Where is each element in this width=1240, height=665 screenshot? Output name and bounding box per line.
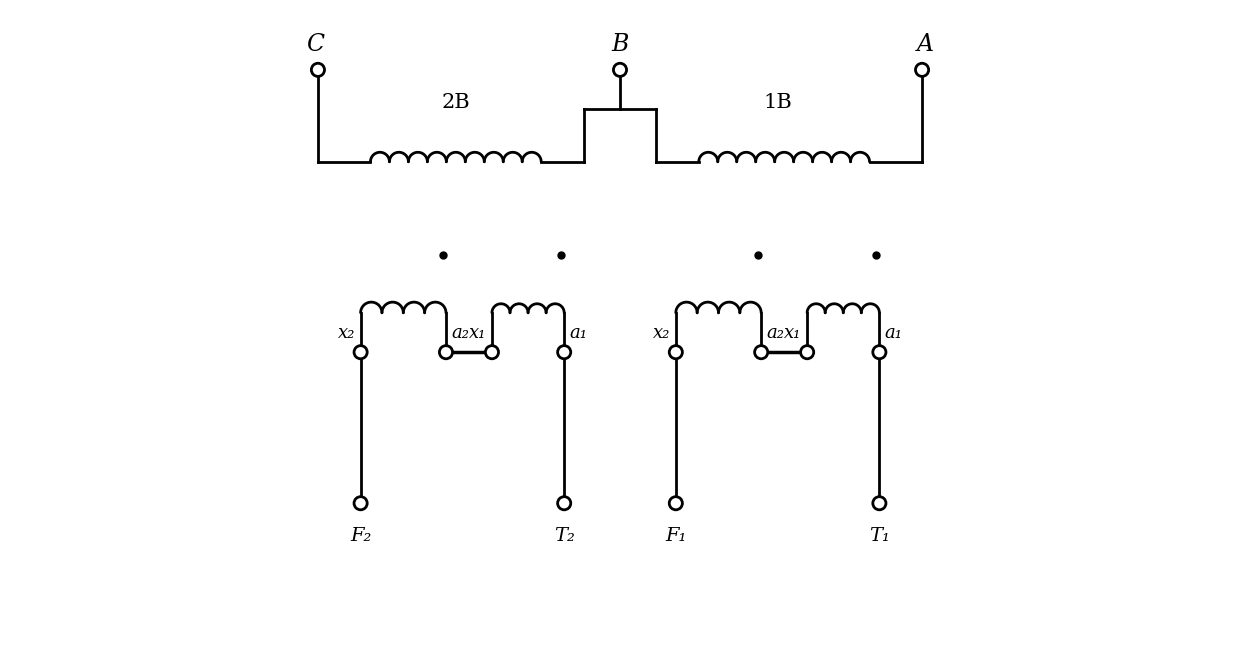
Circle shape — [558, 346, 570, 358]
Text: T₂: T₂ — [554, 527, 574, 545]
Text: T₁: T₁ — [869, 527, 890, 545]
Text: a₁: a₁ — [569, 323, 588, 342]
Text: x₂: x₂ — [337, 323, 355, 342]
Text: 1B: 1B — [764, 93, 792, 112]
Circle shape — [801, 346, 813, 358]
Text: a₂: a₂ — [451, 323, 470, 342]
Circle shape — [915, 63, 929, 76]
Circle shape — [755, 346, 768, 358]
Circle shape — [355, 497, 367, 510]
Text: a₂: a₂ — [766, 323, 785, 342]
Text: 2B: 2B — [441, 93, 470, 112]
Text: x₂: x₂ — [652, 323, 670, 342]
Text: F₁: F₁ — [665, 527, 687, 545]
Text: a₁: a₁ — [885, 323, 903, 342]
Text: B: B — [611, 33, 629, 57]
Circle shape — [873, 497, 885, 510]
Circle shape — [873, 346, 885, 358]
Text: x₁: x₁ — [784, 323, 801, 342]
Circle shape — [670, 497, 682, 510]
Circle shape — [355, 346, 367, 358]
Text: x₁: x₁ — [469, 323, 486, 342]
Circle shape — [614, 63, 626, 76]
Circle shape — [439, 346, 453, 358]
Circle shape — [558, 497, 570, 510]
Text: F₂: F₂ — [350, 527, 371, 545]
Text: C: C — [305, 33, 324, 57]
Text: A: A — [916, 33, 934, 57]
Circle shape — [485, 346, 498, 358]
Circle shape — [670, 346, 682, 358]
Circle shape — [311, 63, 325, 76]
